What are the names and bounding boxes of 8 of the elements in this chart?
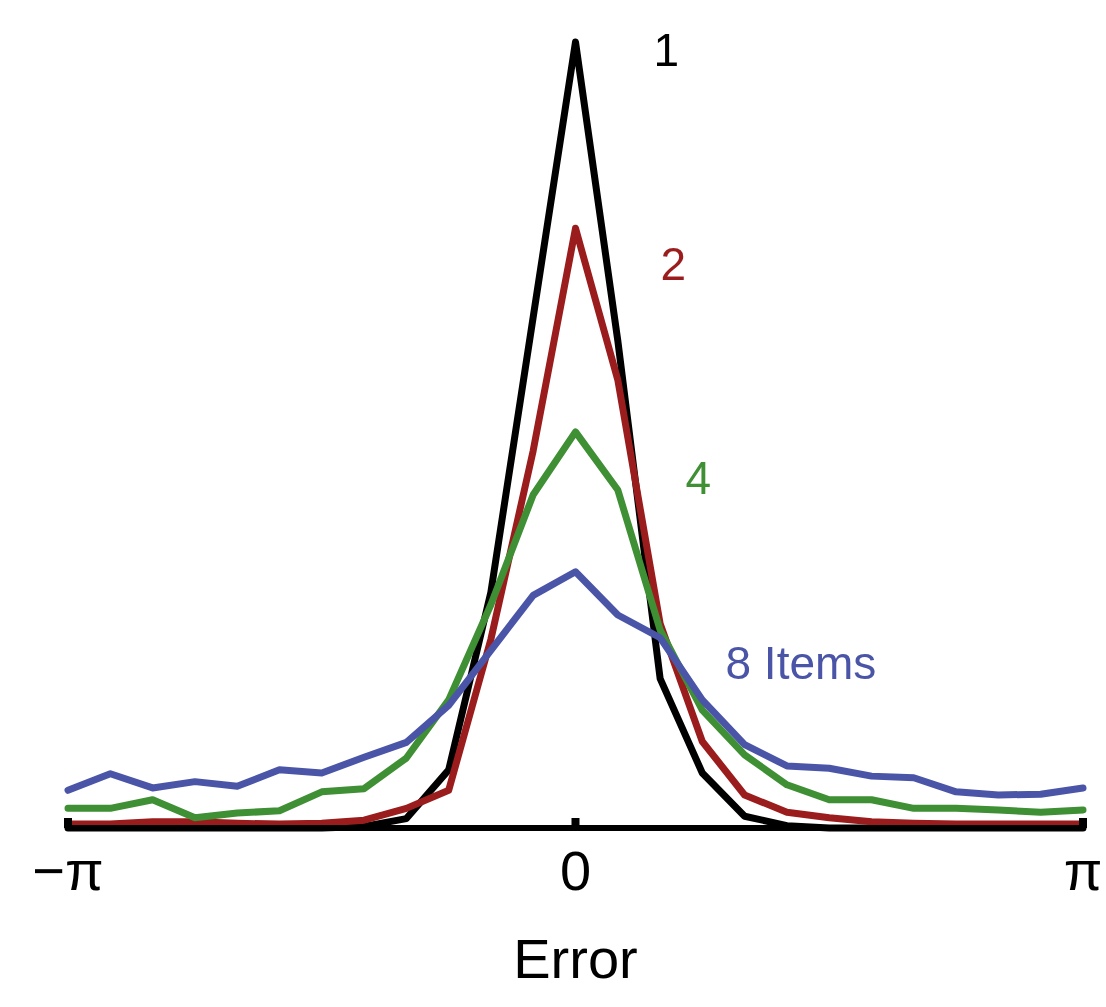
series-label: 2: [660, 238, 687, 291]
x-tick-label: −π: [32, 839, 104, 902]
x-axis-title: Error: [513, 927, 638, 990]
series-label: 4: [685, 452, 712, 505]
series-label: 8 Items: [725, 636, 877, 689]
series-label: 1: [653, 24, 680, 77]
x-tick-label: π: [1063, 839, 1103, 902]
x-tick-label: 0: [559, 839, 592, 902]
